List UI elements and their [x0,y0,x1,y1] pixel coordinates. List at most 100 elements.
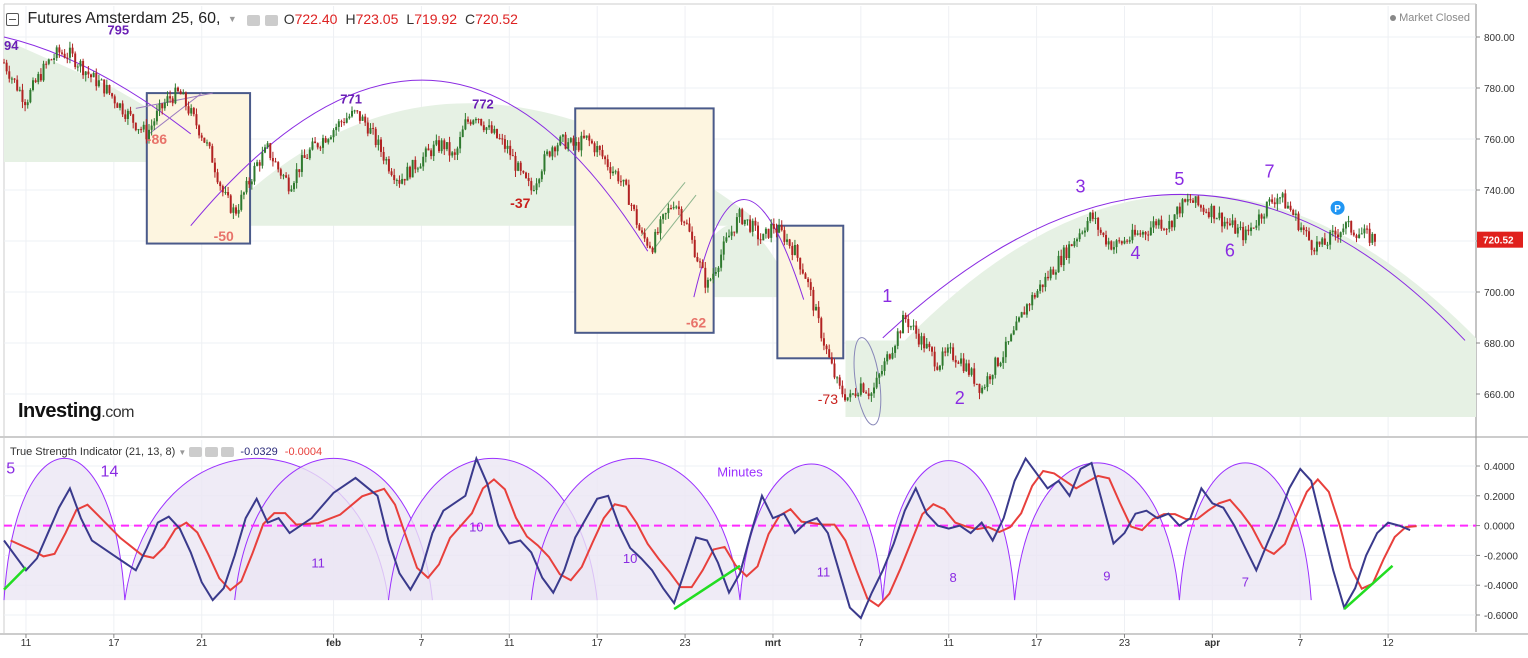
time-tick-label: 11 [944,638,955,649]
channel-line [640,182,686,237]
candle-body [1339,232,1342,238]
candle-body [1263,216,1266,219]
candle-body [150,125,153,130]
candle-body [472,120,475,125]
candle-body [71,47,74,54]
candle-body [764,228,767,234]
candle-body [812,289,815,311]
candle-body [329,137,332,140]
candle-body [965,363,968,372]
candle-body [612,171,615,174]
candle-body [324,138,327,143]
candle-body [240,194,243,210]
divergence-line [1343,564,1394,610]
candle-body [994,357,997,375]
candle-body [366,122,369,134]
candle-body [1265,201,1268,217]
candle-body [1070,244,1073,246]
candle-body [245,180,248,193]
candle-body [938,365,941,370]
candle-body [685,222,688,224]
candle-body [896,331,899,346]
candle-body [1257,214,1260,226]
wave-annotation: 5 [1174,169,1184,189]
candle-body [374,128,377,145]
indicator-label[interactable]: True Strength Indicator (21, 13, 8) [10,446,176,458]
cycle-arc [1014,462,1180,601]
cycle-fill [740,463,883,601]
candle-body [699,261,702,263]
candle-body [944,351,947,353]
candle-body [364,116,367,123]
candle-body [261,152,264,166]
candle-body [266,143,269,148]
candle-body [907,319,910,328]
last-price-tag [1477,231,1523,248]
dropdown-caret-icon[interactable]: ▼ [178,448,187,457]
candle-body [21,89,24,102]
candle-body [917,333,920,345]
candle-body [327,139,330,143]
candle-body [867,393,870,396]
gear-icon [205,446,219,457]
candle-body [419,166,422,169]
cycle-label: 10 [469,520,483,535]
candle-body [55,47,58,59]
candle-body [1300,227,1303,231]
candle-body [503,139,506,149]
candle-body [1313,249,1316,252]
candle-body [973,368,976,384]
candle-body [825,345,828,350]
candle-body [129,110,132,115]
symbol-title[interactable]: Futures Amsterdam 25, 60, [27,10,221,27]
candle-body [1331,230,1334,232]
candle-body [894,345,897,353]
candle-body [166,96,169,103]
p-badge-letter: P [1334,204,1341,215]
candle-body [385,159,388,161]
candle-body [751,220,754,232]
price-tick-label: 700.00 [1484,288,1515,299]
header-buttons[interactable] [247,13,279,26]
candle-body [846,397,849,401]
time-tick-label: apr [1205,638,1221,649]
candle-body [569,138,572,143]
candle-body [583,135,586,138]
candle-body [464,119,467,130]
highlight-box [574,107,715,334]
candle-body [116,103,119,108]
candle-body [1350,221,1353,233]
candle-body [564,134,567,149]
ohlc-o: O722.40 [283,11,338,27]
candle-body [1047,276,1050,279]
candle-body [287,177,290,192]
indicator-buttons[interactable] [189,446,237,458]
candle-body [946,347,949,353]
wave-annotation: 3 [1076,177,1086,197]
price-tick-label: 760.00 [1484,135,1515,146]
price-tick-label: 740.00 [1484,186,1515,197]
candle-body [1189,199,1192,201]
candle-body [121,103,124,115]
candle-body [311,141,314,150]
candle-body [482,125,485,131]
dropdown-caret-icon[interactable]: ▼ [227,14,237,24]
candle-body [1041,284,1044,288]
time-tick-label: 7 [858,638,864,649]
candle-body [3,62,5,64]
candle-body [720,254,723,268]
collapse-icon[interactable] [6,12,19,26]
price-tick-label: 660.00 [1484,390,1515,401]
candle-body [701,262,704,268]
candle-body [314,141,317,144]
candle-body [1321,238,1324,245]
candle-body [1039,284,1042,291]
wave-annotation: 795 [107,22,129,37]
candle-body [258,162,261,166]
cycle-label: 9 [1103,569,1110,584]
candle-body [1234,220,1237,234]
candle-body [733,231,736,233]
candle-body [1223,221,1226,227]
candle-body [1342,228,1345,233]
